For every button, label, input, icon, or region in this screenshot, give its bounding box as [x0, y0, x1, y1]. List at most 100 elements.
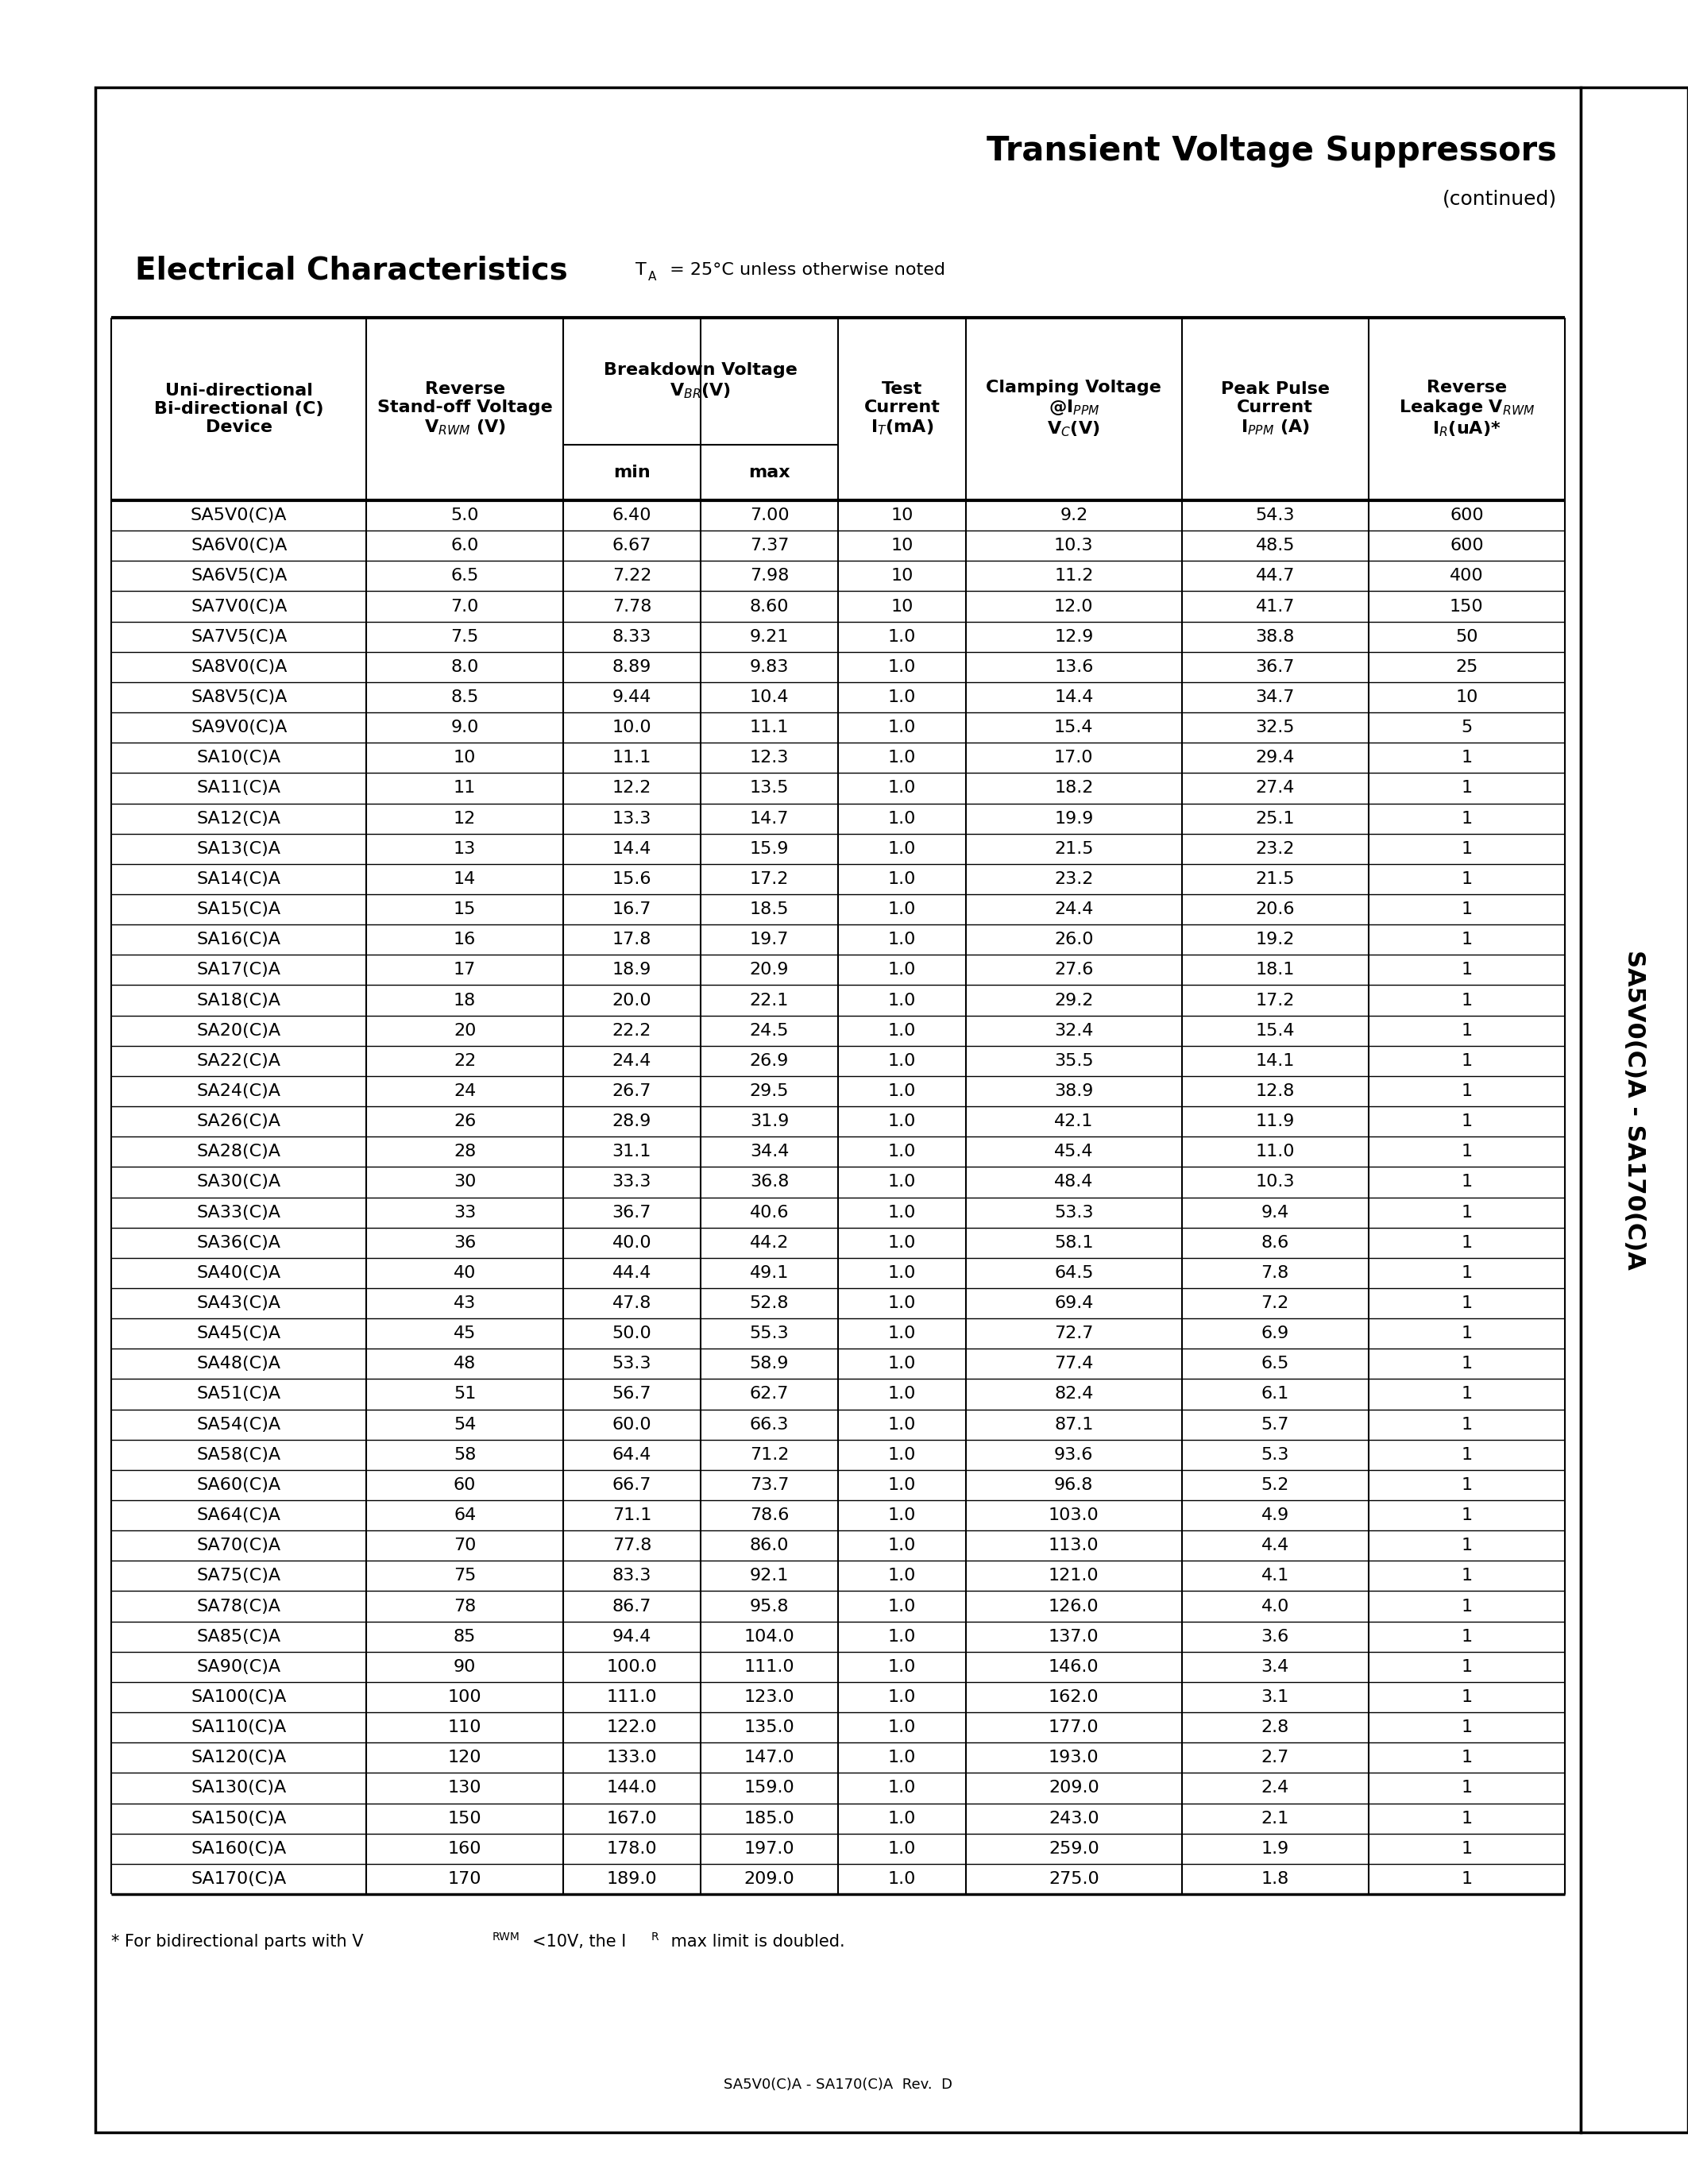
Text: 26.9: 26.9 — [749, 1053, 788, 1068]
Text: 1.0: 1.0 — [888, 871, 917, 887]
Text: 64.5: 64.5 — [1053, 1265, 1094, 1282]
Text: 78: 78 — [454, 1599, 476, 1614]
Text: 41.7: 41.7 — [1256, 598, 1295, 614]
Text: 14.7: 14.7 — [749, 810, 788, 826]
Text: SA28(C)A: SA28(C)A — [197, 1144, 280, 1160]
Text: 1: 1 — [1462, 1234, 1472, 1251]
Text: SA9V0(C)A: SA9V0(C)A — [191, 721, 287, 736]
Text: 36.7: 36.7 — [1256, 660, 1295, 675]
Text: 36.8: 36.8 — [749, 1175, 788, 1190]
Text: 55.3: 55.3 — [749, 1326, 788, 1341]
Text: 9.4: 9.4 — [1261, 1203, 1290, 1221]
Text: SA45(C)A: SA45(C)A — [197, 1326, 280, 1341]
Text: 1.0: 1.0 — [888, 1022, 917, 1040]
Text: SA51(C)A: SA51(C)A — [197, 1387, 280, 1402]
Text: 50.0: 50.0 — [613, 1326, 652, 1341]
Text: 71.1: 71.1 — [613, 1507, 652, 1522]
Text: 86.7: 86.7 — [613, 1599, 652, 1614]
Text: 93.6: 93.6 — [1055, 1446, 1094, 1463]
Text: SA10(C)A: SA10(C)A — [197, 749, 280, 767]
Text: SA7V0(C)A: SA7V0(C)A — [191, 598, 287, 614]
Text: 9.0: 9.0 — [451, 721, 479, 736]
Text: 1: 1 — [1462, 1417, 1472, 1433]
Text: 1.0: 1.0 — [888, 660, 917, 675]
Text: 28: 28 — [454, 1144, 476, 1160]
Text: 103.0: 103.0 — [1048, 1507, 1099, 1522]
Text: 12.3: 12.3 — [749, 749, 788, 767]
Text: 60: 60 — [454, 1476, 476, 1494]
Text: max: max — [748, 465, 790, 480]
Text: 77.4: 77.4 — [1055, 1356, 1094, 1372]
Text: (continued): (continued) — [1443, 190, 1556, 207]
Text: 17.2: 17.2 — [749, 871, 788, 887]
Text: 51: 51 — [454, 1387, 476, 1402]
Text: 193.0: 193.0 — [1048, 1749, 1099, 1765]
Text: 17.8: 17.8 — [613, 933, 652, 948]
Text: 58: 58 — [454, 1446, 476, 1463]
Text: 6.40: 6.40 — [613, 507, 652, 524]
Text: 1: 1 — [1462, 1114, 1472, 1129]
Text: 18.5: 18.5 — [749, 902, 788, 917]
Text: 8.60: 8.60 — [749, 598, 788, 614]
Text: 18.9: 18.9 — [613, 961, 652, 978]
Text: 20.9: 20.9 — [749, 961, 788, 978]
Text: 94.4: 94.4 — [613, 1629, 652, 1645]
Text: 150: 150 — [447, 1811, 481, 1826]
Text: 82.4: 82.4 — [1055, 1387, 1094, 1402]
Text: 1: 1 — [1462, 1476, 1472, 1494]
Text: 10: 10 — [891, 598, 913, 614]
Text: 14: 14 — [454, 871, 476, 887]
Text: 27.4: 27.4 — [1256, 780, 1295, 797]
Text: 16.7: 16.7 — [613, 902, 652, 917]
Text: 121.0: 121.0 — [1048, 1568, 1099, 1583]
Text: SA43(C)A: SA43(C)A — [197, 1295, 280, 1310]
Bar — [95, 87, 1580, 2132]
Text: 18.2: 18.2 — [1055, 780, 1094, 797]
Text: 7.98: 7.98 — [749, 568, 788, 583]
Text: 38.9: 38.9 — [1055, 1083, 1094, 1099]
Text: 17.2: 17.2 — [1256, 992, 1295, 1009]
Text: 44.2: 44.2 — [749, 1234, 788, 1251]
Text: 52.8: 52.8 — [749, 1295, 788, 1310]
Text: 31.1: 31.1 — [613, 1144, 652, 1160]
Text: 14.4: 14.4 — [1055, 690, 1094, 705]
Text: 8.5: 8.5 — [451, 690, 479, 705]
Text: 100: 100 — [447, 1688, 481, 1706]
Text: 42.1: 42.1 — [1055, 1114, 1094, 1129]
Text: 22: 22 — [454, 1053, 476, 1068]
Text: 1.0: 1.0 — [888, 1629, 917, 1645]
Text: 1.0: 1.0 — [888, 1326, 917, 1341]
Text: 13: 13 — [454, 841, 476, 856]
Text: 11.2: 11.2 — [1055, 568, 1094, 583]
Text: 56.7: 56.7 — [613, 1387, 652, 1402]
Text: 66.7: 66.7 — [613, 1476, 652, 1494]
Text: 150: 150 — [1450, 598, 1484, 614]
Text: 1: 1 — [1462, 902, 1472, 917]
Text: SA15(C)A: SA15(C)A — [197, 902, 280, 917]
Text: Uni-directional
Bi-directional (C)
Device: Uni-directional Bi-directional (C) Devic… — [154, 382, 324, 435]
Text: 1.8: 1.8 — [1261, 1872, 1290, 1887]
Text: 4.1: 4.1 — [1261, 1568, 1290, 1583]
Text: 7.8: 7.8 — [1261, 1265, 1290, 1282]
Text: 92.1: 92.1 — [749, 1568, 788, 1583]
Text: 9.83: 9.83 — [749, 660, 788, 675]
Text: 54.3: 54.3 — [1256, 507, 1295, 524]
Text: 1.0: 1.0 — [888, 902, 917, 917]
Text: 1.0: 1.0 — [888, 1476, 917, 1494]
Text: 10: 10 — [891, 568, 913, 583]
Text: 48.4: 48.4 — [1055, 1175, 1094, 1190]
Text: 12.2: 12.2 — [613, 780, 652, 797]
Text: 17.0: 17.0 — [1053, 749, 1094, 767]
Text: 6.5: 6.5 — [1261, 1356, 1290, 1372]
Text: 11.0: 11.0 — [1256, 1144, 1295, 1160]
Text: 111.0: 111.0 — [606, 1688, 657, 1706]
Text: 3.4: 3.4 — [1261, 1660, 1290, 1675]
Text: 1.0: 1.0 — [888, 749, 917, 767]
Text: 24.4: 24.4 — [613, 1053, 652, 1068]
Text: 2.4: 2.4 — [1261, 1780, 1290, 1795]
Text: 1: 1 — [1462, 810, 1472, 826]
Text: 1: 1 — [1462, 1841, 1472, 1856]
Text: 90: 90 — [454, 1660, 476, 1675]
Text: 2.7: 2.7 — [1261, 1749, 1290, 1765]
Text: 24.5: 24.5 — [749, 1022, 788, 1040]
